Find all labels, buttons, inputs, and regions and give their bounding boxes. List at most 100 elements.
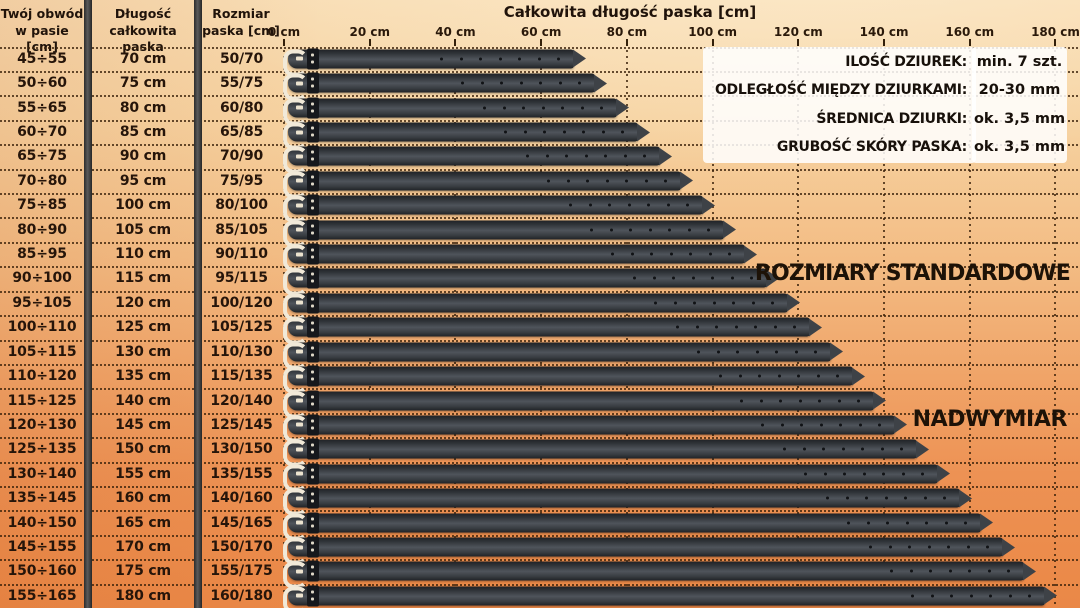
keeper-stitches [311,492,314,496]
belt-hole [519,81,523,85]
belt-hole [715,325,718,329]
waist-range-cell: 85÷95 [17,246,67,263]
belt-hole [804,472,807,476]
axis-tick [368,39,371,46]
belt-strap [288,146,660,166]
buckle-pin-icon [296,203,303,208]
belt-hole [964,521,967,525]
belt-size-cell: 50/70 [219,50,264,67]
belt-keeper [307,219,319,241]
belt-size-cell: 80/100 [215,197,268,214]
belt-strap [288,488,960,508]
belt-hole [686,203,689,207]
axis-tick-label: 40 cm [435,25,476,39]
belt-hole [479,57,482,61]
belt-keeper [307,145,319,167]
info-spec-value: ok. 3,5 mm [973,110,1066,127]
waist-range-cell: 135÷145 [7,490,77,507]
belt-hole [588,203,592,207]
belt-hole [905,521,909,525]
belt-hole [630,252,634,256]
row-separator [0,534,1080,537]
buckle-pin-icon [296,520,303,525]
waist-range-cell: 150÷160 [7,563,77,580]
info-panel-labels: ILOŚĆ DZIUREK: ODLEGŁOŚĆ MIĘDZY DZIURKAMI… [703,47,976,163]
row-separator [0,388,1080,391]
belt-keeper [307,414,319,436]
header-waist-line2: w pasie [cm] [15,22,69,55]
row-separator [0,119,1080,122]
belt-hole [687,228,691,232]
table-row: 130÷140 155 cm 135/155 [0,462,1080,492]
belt-keeper [307,48,319,70]
waist-range-cell: 55÷65 [17,99,67,116]
belt-strap [288,561,1024,581]
belt-hole [841,447,845,451]
row-separator [0,559,1080,562]
belt-hole [590,228,593,232]
axis-tick-label: 120 cm [773,25,823,39]
keeper-stitches [311,199,314,203]
belt-hole [712,301,716,305]
table-row: 85÷95 110 cm 90/110 [0,242,1080,272]
belt-hole [502,106,506,110]
belt-hole [498,57,502,61]
header-length-line2: całkowita paska [109,22,177,55]
belt-hole [794,350,798,354]
belt-graphic [283,48,586,77]
row-separator [0,583,1080,586]
belt-tip-icon [980,513,993,532]
belt-hole [943,496,946,500]
row-separator [0,193,1080,196]
total-length-cell: 160 cm [115,490,171,507]
axis-tick-label: 160 cm [945,25,995,39]
waist-range-cell: 65÷75 [17,148,67,165]
belt-hole [578,81,581,85]
belt-hole [759,399,763,403]
buckle-pin-icon [296,130,303,135]
buckle-pin-icon [296,496,303,501]
belt-strap [288,122,638,142]
belt-hole [989,594,992,598]
buckle-pin-icon [296,593,303,598]
belt-strap [288,366,853,386]
axis-tick-label: 0 cm [267,25,301,39]
total-length-cell: 115 cm [115,270,171,287]
belt-size-cell: 55/75 [219,75,264,92]
keeper-stitches [311,395,314,399]
belt-hole [562,130,566,134]
belt-hole [822,447,825,451]
belt-hole [802,447,806,451]
belt-graphic [283,585,1057,608]
belt-tip-icon [830,342,843,361]
buckle-pin-icon [296,422,303,427]
axis-tick-label: 60 cm [520,25,562,39]
belt-hole [798,399,802,403]
buckle-pin-icon [296,178,303,183]
belt-size-cell: 75/95 [219,172,264,189]
belt-tip-icon [616,98,629,117]
belt-hole [609,228,613,232]
belt-hole [518,57,521,61]
belt-hole [643,154,646,158]
belt-hole [566,179,570,183]
belt-hole [623,154,627,158]
belt-hole [862,472,866,476]
belt-hole [987,569,991,573]
belt-tip-icon [1002,538,1015,556]
belt-hole [734,325,738,329]
belt-hole [740,399,743,403]
belt-size-cell: 130/150 [210,441,273,458]
axis-tick [283,39,285,46]
belt-hole [837,399,841,403]
belt-graphic [283,316,822,345]
belt-hole [500,81,503,85]
total-length-cell: 90 cm [119,148,167,165]
belt-hole [558,81,562,85]
belt-hole [797,374,800,378]
table-row: 105÷115 130 cm 110/130 [0,340,1080,370]
belt-tip-icon [637,123,650,142]
keeper-stitches [311,175,314,179]
buckle-pin-icon [296,471,303,476]
belt-hole [793,325,796,329]
